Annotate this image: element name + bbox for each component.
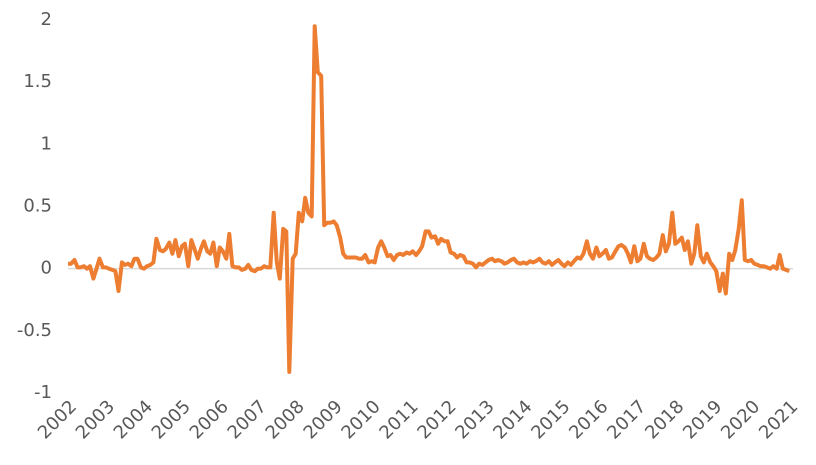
y-tick-label: -0.5 bbox=[17, 320, 52, 341]
y-tick-label: 2 bbox=[41, 9, 52, 30]
x-tick-label: 2014 bbox=[489, 396, 536, 443]
x-tick-label: 2009 bbox=[300, 396, 347, 443]
x-tick-label: 2019 bbox=[679, 396, 726, 443]
x-tick-label: 2005 bbox=[148, 396, 195, 443]
y-tick-label: -1 bbox=[34, 382, 52, 403]
x-tick-label: 2011 bbox=[375, 396, 422, 443]
x-tick-label: 2017 bbox=[603, 396, 650, 443]
x-tick-label: 2006 bbox=[186, 396, 233, 443]
x-tick-label: 2015 bbox=[527, 396, 574, 443]
x-tick-label: 2020 bbox=[717, 396, 764, 443]
x-tick-label: 2013 bbox=[451, 396, 498, 443]
x-tick-label: 2007 bbox=[224, 396, 271, 443]
x-tick-label: 2008 bbox=[262, 396, 309, 443]
y-tick-label: 0.5 bbox=[23, 196, 52, 217]
x-tick-label: 2016 bbox=[565, 396, 612, 443]
x-tick-label: 2002 bbox=[34, 396, 81, 443]
data-line bbox=[68, 24, 790, 374]
y-tick-label: 1.5 bbox=[23, 71, 52, 92]
x-tick-label: 2010 bbox=[337, 396, 384, 443]
x-tick-label: 2021 bbox=[755, 396, 802, 443]
y-tick-label: 0 bbox=[41, 258, 52, 279]
x-tick-label: 2018 bbox=[641, 396, 688, 443]
x-tick-label: 2004 bbox=[110, 396, 157, 443]
y-tick-label: 1 bbox=[41, 133, 52, 154]
x-tick-label: 2012 bbox=[413, 396, 460, 443]
x-tick-label: 2003 bbox=[72, 396, 119, 443]
